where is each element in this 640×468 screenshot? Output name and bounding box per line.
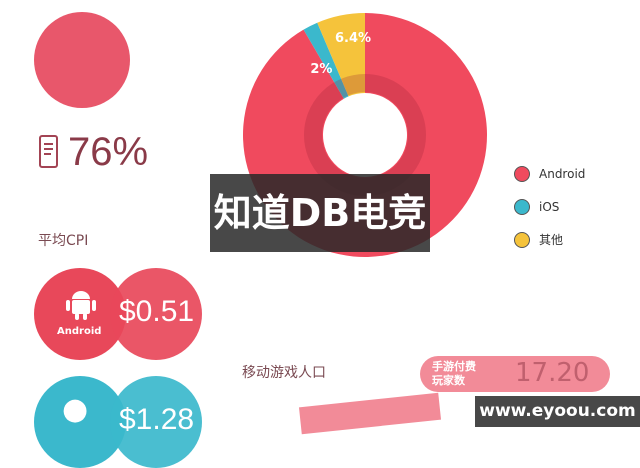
legend-label: iOS bbox=[539, 200, 560, 214]
apple-icon: ● bbox=[62, 392, 89, 427]
top-stat-value: 76% bbox=[68, 130, 149, 174]
cpi-title: 平均CPI bbox=[38, 233, 89, 249]
data-label: 6.4% bbox=[335, 31, 371, 46]
legend-swatch bbox=[514, 166, 530, 182]
watermark-corner: www.eyoou.com bbox=[475, 396, 640, 427]
android-icon bbox=[66, 291, 96, 320]
legend-other: 其他 bbox=[514, 231, 563, 248]
legend-swatch bbox=[514, 199, 530, 215]
ios-cpi-value: $1.28 bbox=[119, 403, 195, 436]
badge-label: 手游付费玩家数 bbox=[432, 360, 476, 387]
legend-label: 其他 bbox=[539, 233, 564, 247]
data-label: 2% bbox=[310, 62, 332, 77]
android-cpi-value: $0.51 bbox=[119, 295, 195, 328]
android-cpi-circle bbox=[110, 268, 202, 360]
top-stat-circle bbox=[34, 12, 130, 108]
badge-value: 17.20 bbox=[515, 358, 590, 388]
legend-android: Android bbox=[514, 166, 585, 182]
inner-shadow-ring bbox=[304, 74, 426, 196]
android-label: Android bbox=[57, 326, 102, 337]
entry-badge: 手游付费玩家数 17.20 bbox=[420, 356, 610, 392]
donut-slice-iOS bbox=[303, 22, 349, 99]
watermark-center: 知道DB电竞 bbox=[210, 174, 430, 252]
legend-ios: iOS bbox=[514, 199, 559, 215]
phone-icon bbox=[39, 135, 58, 168]
legend-label: Android bbox=[539, 167, 586, 181]
legend-swatch bbox=[514, 231, 530, 248]
entry-title: 移动游戏人口 bbox=[242, 365, 326, 381]
donut-slice-其他 bbox=[317, 13, 365, 97]
